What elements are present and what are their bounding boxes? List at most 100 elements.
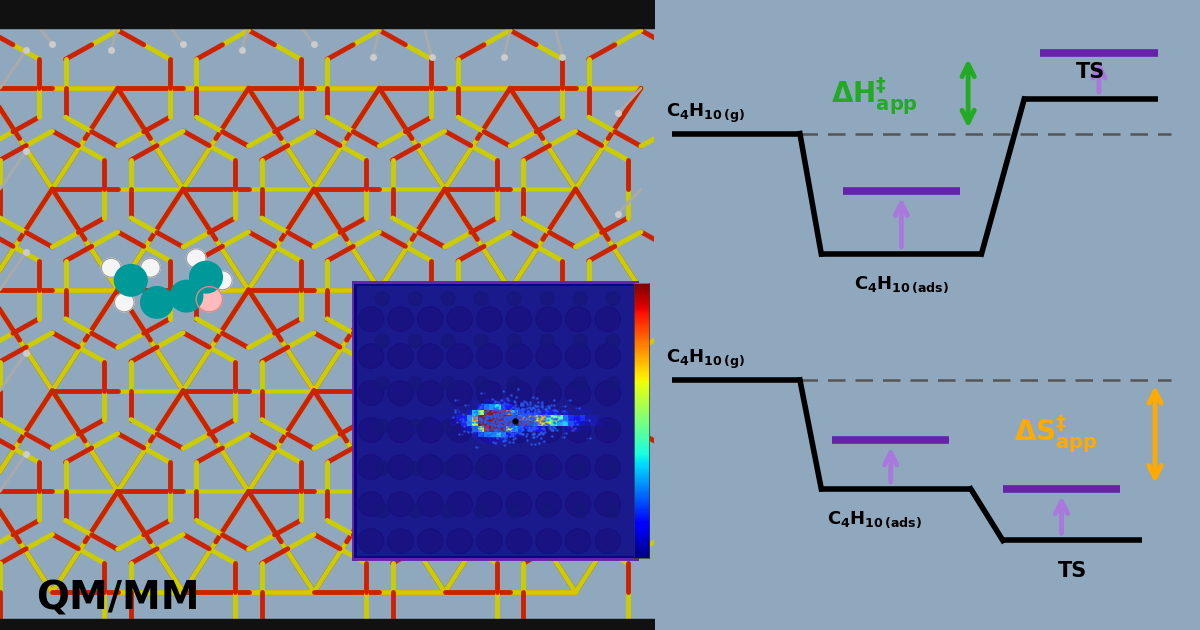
Point [511, 398, 530, 408]
Point [469, 417, 488, 427]
Point [512, 428, 532, 438]
Point [491, 417, 510, 427]
Point [523, 403, 542, 413]
Point [503, 418, 522, 428]
Circle shape [359, 455, 384, 479]
Circle shape [474, 334, 488, 348]
Point [544, 425, 563, 435]
Point [478, 411, 497, 421]
Point [516, 418, 535, 428]
Point [532, 403, 551, 413]
Point [541, 425, 560, 435]
Point [504, 433, 523, 444]
Circle shape [540, 419, 554, 433]
Point [539, 411, 558, 421]
Point [494, 423, 514, 433]
Point [557, 416, 576, 426]
Circle shape [388, 418, 413, 442]
Point [490, 421, 509, 431]
Point [526, 408, 545, 418]
Point [498, 408, 517, 418]
Point [508, 416, 527, 426]
Point [544, 423, 563, 433]
Point [524, 432, 544, 442]
Point [498, 412, 517, 422]
Point [529, 406, 548, 416]
Point [485, 431, 504, 441]
Point [542, 425, 562, 435]
Point [504, 411, 523, 421]
Point [514, 420, 533, 430]
Point [510, 428, 529, 438]
Point [481, 413, 500, 423]
Point [527, 401, 546, 411]
Point [546, 414, 565, 424]
Point [510, 428, 529, 438]
Point [520, 410, 539, 420]
Point [505, 410, 524, 420]
Point [514, 413, 533, 423]
Point [480, 431, 499, 441]
Point [516, 411, 535, 421]
Point [521, 439, 540, 449]
Point [560, 394, 580, 404]
Point [475, 416, 494, 427]
Point [517, 411, 536, 421]
Point [503, 419, 522, 429]
Point [518, 422, 538, 432]
Point [522, 408, 541, 418]
Point [496, 408, 515, 418]
Point [538, 401, 557, 411]
Circle shape [540, 377, 554, 391]
Point [472, 430, 491, 440]
Point [545, 418, 564, 428]
Point [558, 394, 577, 404]
Point [524, 415, 544, 425]
Point [472, 422, 491, 432]
Point [529, 397, 548, 407]
Point [522, 422, 541, 432]
Point [514, 404, 533, 414]
Point [521, 404, 540, 414]
Point [534, 403, 553, 413]
Circle shape [606, 292, 620, 306]
Point [479, 413, 498, 423]
Point [505, 411, 524, 421]
Point [514, 430, 533, 440]
Point [545, 405, 564, 415]
Point [448, 417, 467, 427]
Text: $\mathbf{\Delta S^{\ddagger}_{app}}$: $\mathbf{\Delta S^{\ddagger}_{app}}$ [1014, 413, 1098, 455]
Point [536, 401, 556, 411]
Point [488, 420, 508, 430]
Circle shape [448, 418, 473, 442]
Point [502, 411, 521, 421]
Point [503, 408, 522, 418]
Point [504, 423, 523, 433]
Point [516, 410, 535, 420]
Point [503, 418, 522, 428]
Point [508, 411, 527, 421]
Point [516, 430, 535, 440]
Point [499, 426, 518, 436]
Point [492, 416, 511, 426]
Point [516, 411, 535, 421]
Point [497, 430, 516, 440]
Point [484, 406, 503, 416]
Point [486, 430, 505, 440]
Point [511, 400, 530, 410]
Point [491, 420, 510, 430]
Point [557, 428, 576, 438]
Point [527, 393, 546, 403]
Point [514, 400, 533, 410]
Point [536, 408, 556, 418]
Point [473, 399, 492, 409]
Circle shape [506, 344, 532, 369]
Point [476, 411, 496, 421]
Point [534, 436, 553, 446]
Circle shape [595, 455, 620, 479]
Point [535, 427, 554, 437]
Point [517, 406, 536, 416]
Point [474, 428, 493, 438]
Point [490, 413, 509, 423]
Point [506, 403, 526, 413]
